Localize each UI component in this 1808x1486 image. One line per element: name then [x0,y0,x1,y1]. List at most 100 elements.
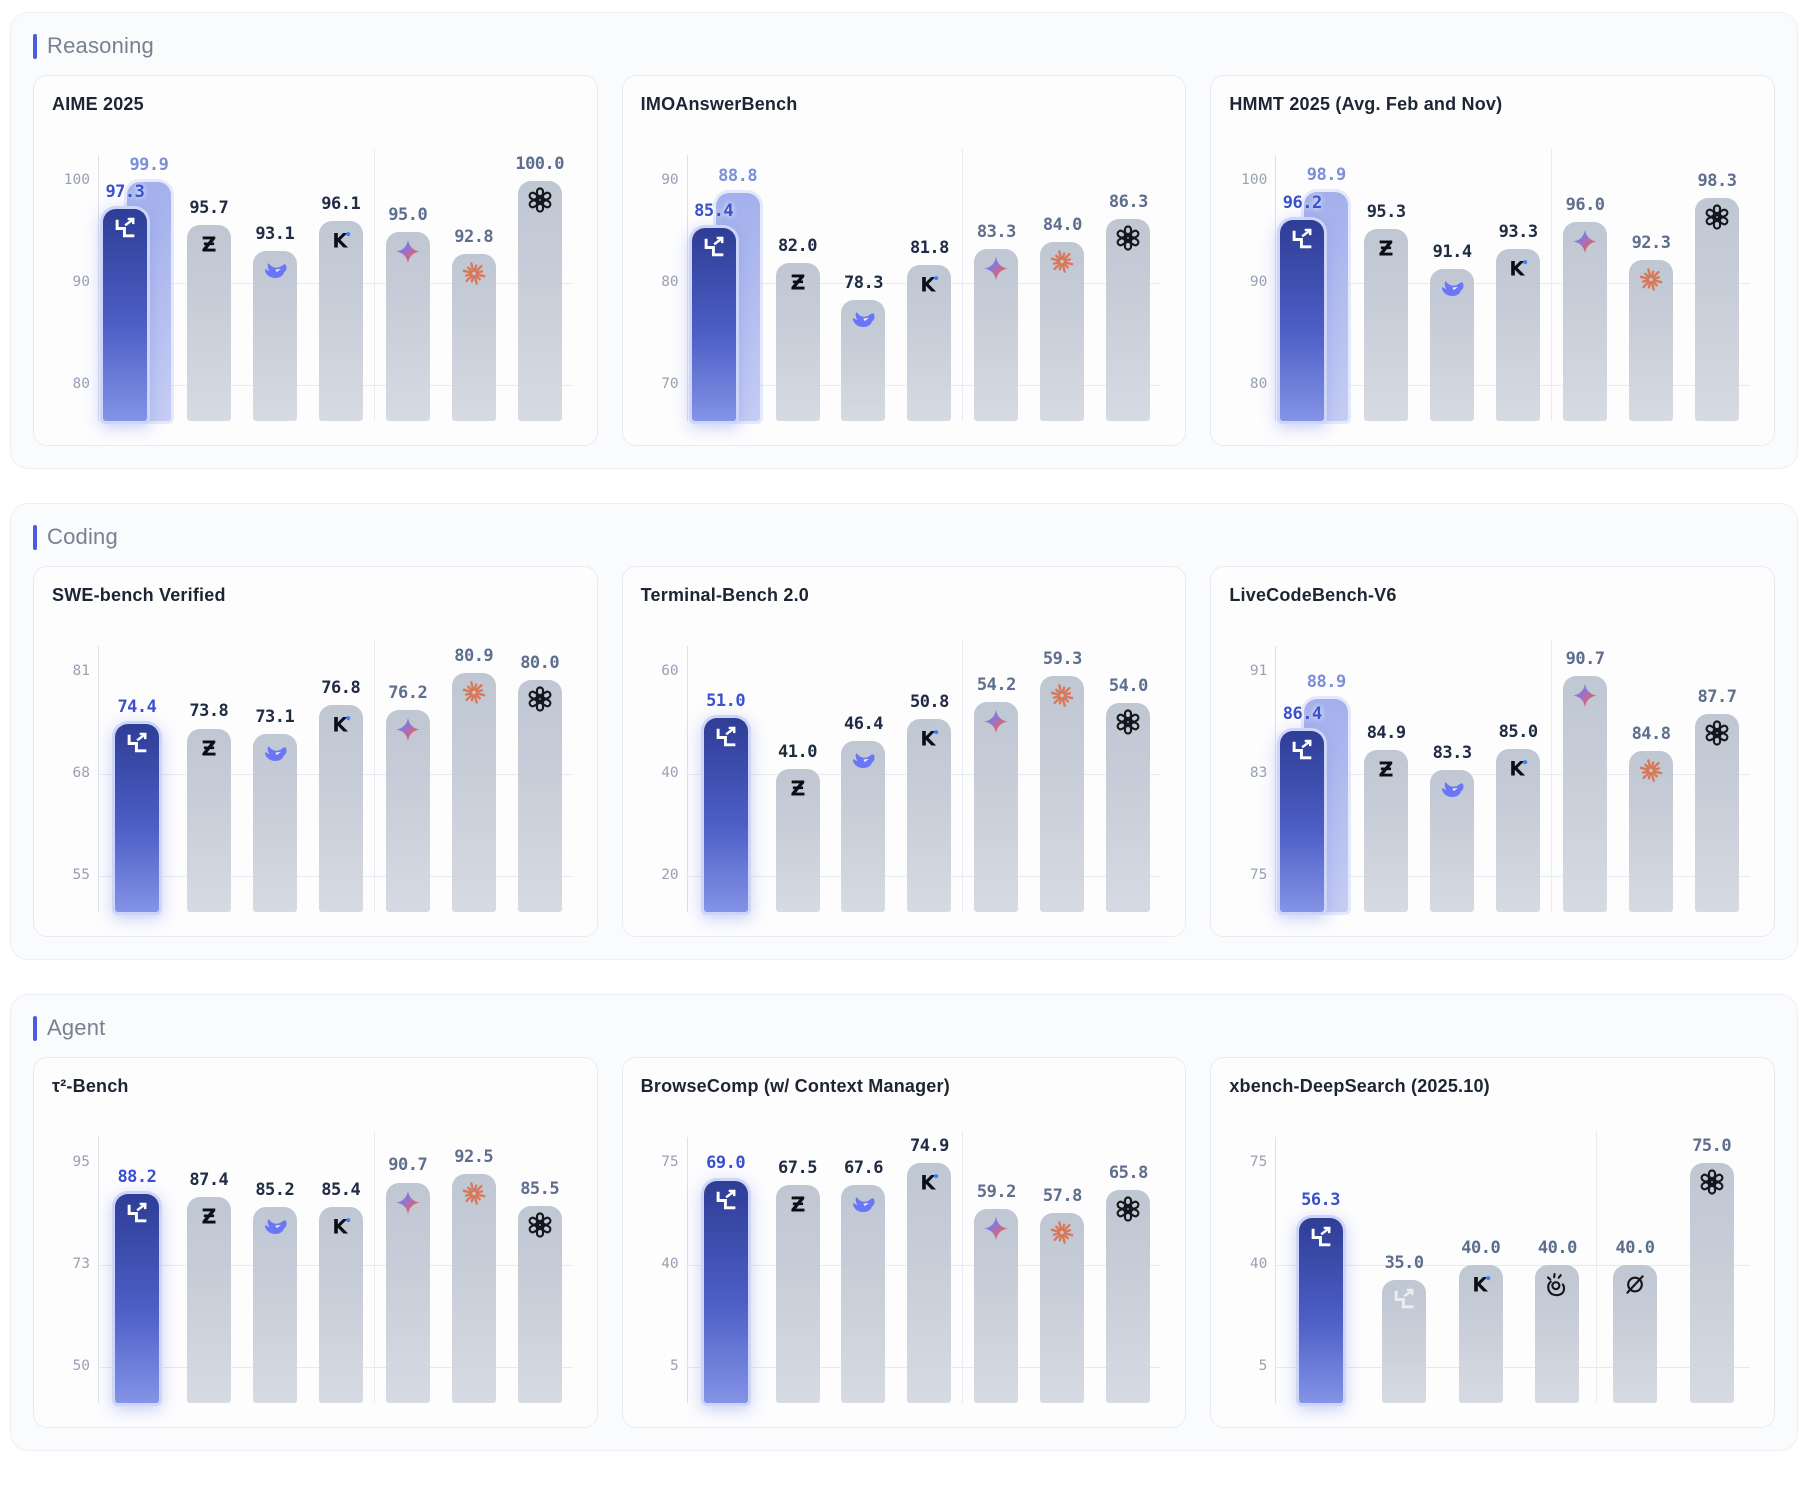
bar-value-label: 84.8 [1631,724,1671,745]
bar-value-label: 76.8 [321,677,361,698]
openai-icon [1699,1169,1725,1195]
bar-slot-gemini-star: 96.0 [1552,121,1618,421]
group-separator-line [962,149,964,421]
slash-circle-icon [1622,1271,1648,1297]
section-accent-bar [33,1015,37,1041]
openai-icon [1115,709,1141,735]
bar-value-label: 95.0 [388,205,428,225]
openai-icon [1704,204,1730,230]
bar-slot-openai: 65.8 [1095,1103,1161,1403]
chart-card-swe-bench-verified: SWE-bench Verified 81 68 55 74.4 73.8 Ƶ 73.1 76.… [33,566,598,937]
bar-value-label: 74.4 [117,696,157,717]
bar-value-label: 93.1 [255,224,295,245]
section-header: Coding [33,524,1775,550]
y-tick-label: 20 [661,867,679,883]
bar-value-label: 80.9 [454,645,494,666]
bar-deepseek-whale [841,741,886,912]
bar-slot-gemini-star: 76.2 [375,612,441,912]
bar-slots: 74.4 73.8 Ƶ 73.1 76.8 K 76.2 80.9 80.0 [98,612,573,912]
bar-value-label: 35.0 [1384,1252,1424,1273]
bar-slot-z-ai: 84.9 Ƶ [1353,612,1419,912]
y-tick-label: 73 [72,1256,90,1272]
bar-slot-deepseek-whale: 46.4 [830,612,896,912]
claude-starburst-icon [1638,757,1665,784]
y-axis-line [1275,155,1277,421]
bar-gemini-star [1563,675,1608,912]
bar-value-label: 69.0 [706,1153,746,1174]
chart-card-aime-2025: AIME 2025 100 90 80 99.9 97.3 95.7 Ƶ 93.1 96.1 K 95… [33,75,598,446]
svg-text:Ƶ: Ƶ [201,1205,216,1229]
bar-deepseek-whale [252,1207,297,1403]
deepseek-whale-icon [261,740,288,767]
chart-title: xbench-DeepSearch (2025.10) [1229,1076,1490,1096]
bar-value-label: 95.3 [1366,201,1406,222]
bar-slot-deepseek-whale: 91.4 [1419,121,1485,421]
bar-slots: 88.9 86.4 84.9 Ƶ 83.3 85.0 K 90.7 84.8 87.7 [1275,612,1750,912]
bar-slot-kimi-k: 76.8 K [308,612,374,912]
bar-slots: 56.3 35.0 40.0 K 40.0 40.0 75.0 [1275,1103,1750,1403]
svg-text:Ƶ: Ƶ [790,1192,805,1216]
bar-slot-claude-starburst: 57.8 [1029,1103,1095,1403]
kimi-k-icon: K [916,1169,942,1195]
featured-stairs-icon [700,234,727,261]
bar-slot-deepseek-whale: 78.3 [830,121,896,421]
y-tick-label: 55 [72,867,90,883]
kimi-k-icon: K [328,711,354,737]
bar-kimi-k: K [318,220,363,421]
bar-slots: 88.2 87.4 Ƶ 85.2 85.4 K 90.7 92.5 85.5 [98,1103,573,1403]
charts-row: AIME 2025 100 90 80 99.9 97.3 95.7 Ƶ 93.1 96.1 K 95… [33,75,1776,446]
bar-value-label: 86.4 [1282,703,1322,724]
bar-openai [1695,198,1740,421]
y-axis-line [98,155,99,421]
bar-value-label: 92.3 [1631,232,1671,253]
bar-slot-featured-stairs: 56.3 [1275,1103,1365,1403]
bar-slot-openai: 86.3 [1095,121,1161,421]
bar-z-ai: Ƶ [775,1184,820,1403]
bar-deepseek-whale [841,1184,886,1403]
featured-stairs-icon [1289,737,1316,764]
bar-slot-gemini-star: 90.7 [1552,612,1618,912]
bar-slot-openai: 100.0 [507,121,573,421]
bar-value-label: 96.2 [1282,192,1322,213]
y-tick-label: 5 [1258,1358,1268,1374]
bar-value-label: 88.9 [1306,671,1346,692]
kimi-k-icon: K [1505,755,1531,781]
bar-slot-openai: 75.0 [1673,1103,1750,1403]
bar-slot-z-ai: 95.3 Ƶ [1353,121,1419,421]
bar-openai [1106,218,1151,421]
bar-z-ai: Ƶ [186,728,231,912]
y-tick-label: 5 [669,1358,679,1374]
bar-value-label: 87.7 [1697,687,1737,708]
y-tick-label: 50 [72,1358,90,1374]
bar-slot-gemini-star: 59.2 [963,1103,1029,1403]
openai-icon [1115,225,1141,251]
bar-gemini-star [974,249,1019,421]
y-tick-label: 100 [63,172,90,188]
bar-slot-featured-stairs: 98.9 96.2 [1275,121,1353,421]
bar-value-label: 99.9 [129,155,169,176]
bar-gray-stairs [1382,1279,1427,1403]
chart-title: BrowseComp (w/ Context Manager) [640,1076,950,1096]
bar-featured-stairs [1280,730,1325,912]
chart-card-hmmt-2025-avg-feb-and-nov: HMMT 2025 (Avg. Feb and Nov) 100 90 80 98.9 9… [1210,75,1776,446]
chart-card-xbench-deepsearch-2025-10: xbench-DeepSearch (2025.10) 75 40 5 56.3 35.0… [1210,1057,1776,1428]
bar-value-label: 97.3 [105,181,145,202]
bar-value-label: 92.5 [454,1147,494,1168]
deepseek-whale-icon [850,747,877,774]
bar-slot-snap-hand: 40.0 [1519,1103,1596,1403]
bar-kimi-k: K [907,264,952,421]
bar-z-ai: Ƶ [1364,228,1409,421]
bar-value-label: 85.2 [255,1180,295,1201]
kimi-k-icon: K [328,227,354,253]
openai-icon [527,1212,553,1238]
bar-slot-featured-stairs: 99.9 97.3 [98,121,176,421]
chart-title: IMOAnswerBench [640,94,798,114]
bar-kimi-k: K [907,718,952,912]
bar-value-label: 100.0 [515,154,565,174]
openai-icon [527,187,553,213]
bar-value-label: 85.0 [1498,721,1538,742]
bar-kimi-k: K [1496,249,1541,421]
y-axis-line [98,1137,99,1403]
group-separator-line [1551,640,1553,912]
bar-kimi-k: K [907,1163,952,1403]
